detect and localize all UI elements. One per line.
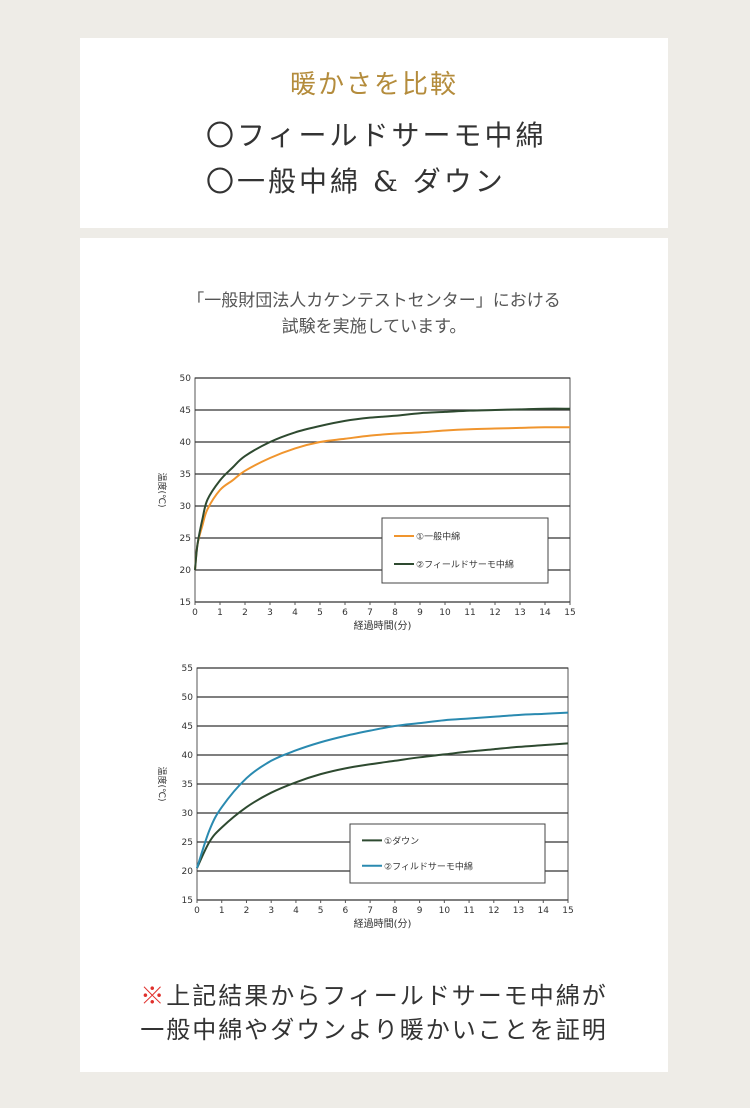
x-tick-label: 11 — [463, 906, 474, 916]
x-tick-label: 3 — [267, 608, 273, 618]
note-mark: ※ — [140, 982, 167, 1010]
x-axis-label: 経過時間(分) — [354, 917, 412, 930]
x-tick-label: 2 — [244, 906, 250, 916]
legend-label: ②フィールドサーモ中綿 — [416, 559, 514, 571]
x-tick-label: 1 — [219, 906, 225, 916]
x-tick-label: 9 — [417, 906, 423, 916]
x-tick-label: 12 — [489, 608, 500, 618]
y-tick-label: 50 — [182, 693, 194, 703]
x-tick-label: 5 — [317, 608, 323, 618]
y-tick-label: 40 — [180, 438, 192, 448]
x-tick-label: 10 — [439, 906, 451, 916]
x-tick-label: 10 — [439, 608, 451, 618]
legend-label: ②フィルドサーモ中綿 — [384, 860, 473, 872]
compare-item: 〇フィールドサーモ中綿 — [206, 119, 547, 152]
series-line — [194, 426, 571, 571]
y-axis-label: 温度(℃) — [156, 766, 168, 801]
x-tick-label: 5 — [318, 906, 324, 916]
x-tick-label: 15 — [562, 906, 573, 916]
result-card: 「一般財団法人カケンテストセンター」における 試験を実施しています。 ※上記結果… — [80, 238, 668, 1072]
x-tick-label: 13 — [513, 906, 524, 916]
footnote: ※上記結果からフィールドサーモ中綿が — [80, 976, 668, 1011]
y-axis-label: 温度(℃) — [156, 472, 168, 507]
x-axis-label: 経過時間(分) — [354, 619, 412, 632]
y-tick-label: 25 — [180, 534, 191, 544]
compare-item: 〇一般中綿 & ダウン — [206, 165, 506, 198]
x-tick-label: 6 — [342, 608, 348, 618]
series-line — [194, 407, 571, 571]
legend-label: ①一般中綿 — [416, 531, 460, 543]
y-tick-label: 25 — [182, 838, 193, 848]
y-tick-label: 20 — [180, 566, 192, 576]
x-tick-label: 13 — [514, 608, 525, 618]
series-line — [196, 711, 569, 869]
x-tick-label: 7 — [367, 906, 373, 916]
x-tick-label: 8 — [392, 906, 398, 916]
x-tick-label: 2 — [242, 608, 248, 618]
y-tick-label: 55 — [182, 664, 193, 674]
series-line — [196, 742, 569, 869]
section-title: 暖かさを比較 — [289, 70, 458, 100]
y-tick-label: 30 — [180, 502, 192, 512]
y-tick-label: 15 — [180, 598, 191, 608]
y-tick-label: 15 — [182, 896, 193, 906]
x-tick-label: 15 — [564, 608, 575, 618]
intro-text: 試験を実施しています。 — [281, 317, 467, 337]
x-tick-label: 14 — [539, 608, 551, 618]
legend-box — [349, 823, 546, 884]
legend-box — [381, 517, 549, 584]
y-tick-label: 20 — [182, 867, 194, 877]
x-tick-label: 6 — [343, 906, 349, 916]
y-tick-label: 45 — [182, 722, 193, 732]
x-tick-label: 8 — [392, 608, 398, 618]
x-tick-label: 14 — [538, 906, 550, 916]
x-tick-label: 12 — [488, 906, 499, 916]
x-tick-label: 11 — [464, 608, 475, 618]
x-tick-label: 9 — [417, 608, 423, 618]
y-tick-label: 40 — [182, 751, 194, 761]
footnote-line: 一般中綿やダウンより暖かいことを証明 — [140, 1016, 608, 1044]
x-tick-label: 0 — [194, 906, 200, 916]
header-card: 暖かさを比較 〇フィールドサーモ中綿 〇一般中綿 & ダウン — [80, 38, 668, 228]
legend-label: ①ダウン — [384, 835, 419, 847]
x-tick-label: 4 — [293, 906, 299, 916]
x-tick-label: 7 — [367, 608, 373, 618]
x-tick-label: 3 — [268, 906, 274, 916]
x-tick-label: 4 — [292, 608, 298, 618]
x-tick-label: 1 — [217, 608, 223, 618]
y-tick-label: 35 — [182, 780, 193, 790]
footnote-line: 上記結果からフィールドサーモ中綿が — [166, 982, 608, 1010]
x-tick-label: 0 — [192, 608, 198, 618]
y-tick-label: 45 — [180, 406, 191, 416]
y-tick-label: 50 — [180, 374, 192, 384]
y-tick-label: 30 — [182, 809, 194, 819]
intro-text: 「一般財団法人カケンテストセンター」における — [187, 291, 561, 311]
y-tick-label: 35 — [180, 470, 191, 480]
